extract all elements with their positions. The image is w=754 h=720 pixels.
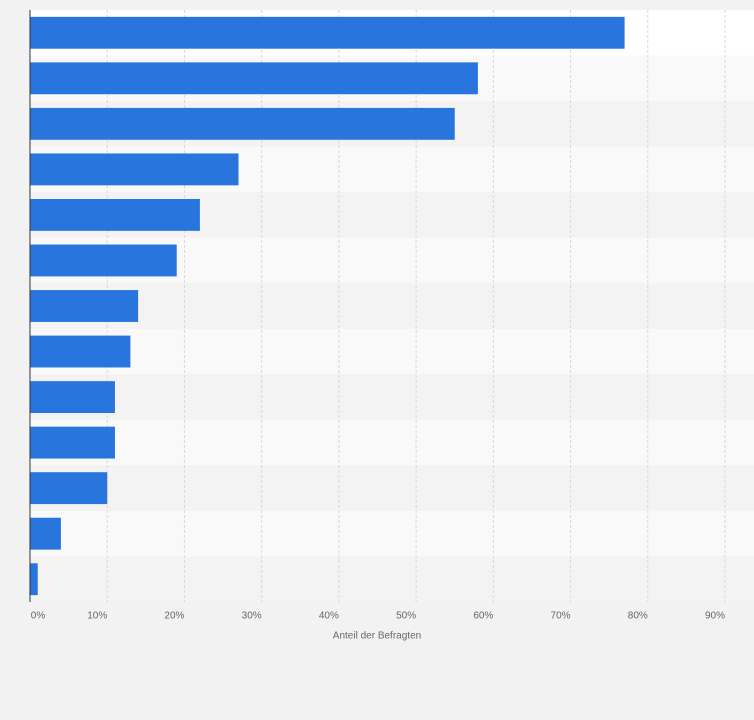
x-tick-label: 40% [319, 611, 339, 622]
x-tick-label: 50% [396, 611, 416, 622]
bar [30, 563, 38, 596]
x-tick-label: 70% [551, 611, 571, 622]
row-stripe [30, 283, 754, 329]
bar [30, 107, 455, 140]
x-tick-label: 30% [242, 611, 262, 622]
bar [30, 290, 139, 322]
bar [30, 198, 200, 231]
x-tick-label: 10% [87, 611, 107, 622]
bar [30, 381, 115, 414]
row-stripe [30, 556, 754, 602]
x-tick-label: 0% [31, 611, 46, 622]
row-stripe [30, 510, 754, 557]
row-stripe [30, 374, 754, 420]
bar [30, 16, 625, 49]
bar [30, 517, 61, 550]
bar [30, 426, 115, 459]
bar [30, 335, 131, 368]
x-tick-label: 60% [473, 611, 493, 622]
row-stripe [30, 419, 754, 466]
row-stripe [30, 328, 754, 375]
x-tick-label: 90% [705, 611, 725, 622]
bar [30, 153, 239, 186]
bar [30, 244, 177, 277]
bar [30, 472, 108, 505]
row-stripe [30, 465, 754, 511]
x-tick-label: 20% [164, 611, 184, 622]
bar [30, 62, 478, 95]
x-tick-label: 80% [628, 611, 648, 622]
x-axis-label: Anteil der Befragten [333, 631, 421, 642]
